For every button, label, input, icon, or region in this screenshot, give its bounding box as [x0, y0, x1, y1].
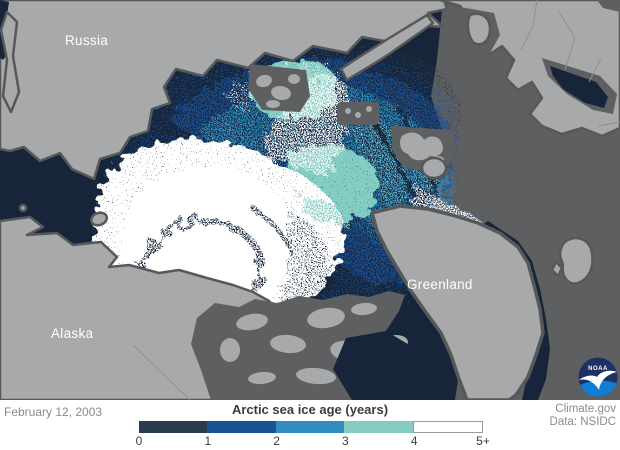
wrangel-island [89, 211, 109, 227]
legend-segment-4-5plus [412, 421, 484, 433]
credit-data: Data: NSIDC [549, 415, 616, 428]
credits: Climate.gov Data: NSIDC [550, 403, 616, 428]
alaska-canada-border [132, 344, 191, 400]
legend-tick-4: 4 [410, 434, 418, 448]
baltic-ice-water [550, 66, 608, 108]
noaa-logo-text: NOAA [588, 366, 608, 372]
legend-title: Arctic sea ice age (years) [231, 402, 389, 417]
legend-tick-0: 0 [135, 434, 143, 448]
ice-open-water-bite [270, 210, 332, 319]
country-borders [520, 0, 620, 127]
baffin-bay [333, 331, 446, 400]
credit-source: Climate.gov [555, 403, 616, 415]
legend-segment-1-2 [207, 421, 276, 433]
noaa-seagull-icon [579, 370, 617, 390]
severnaya-zemlya-islands [248, 64, 310, 112]
svalbard-islands [550, 236, 594, 285]
small-island [18, 203, 28, 213]
legend-segment-2-3 [275, 421, 345, 433]
label-alaska: Alaska [51, 326, 94, 341]
kanin-peninsula [466, 12, 492, 46]
legend-colorbar [139, 421, 484, 433]
greenland-landmass [370, 204, 545, 400]
legend-ticks: 0 1 2 3 4 5+ [135, 434, 490, 448]
legend-tick-2: 2 [273, 434, 280, 448]
ice-age-3-4-greenland-band [302, 196, 356, 226]
legend-tick-1: 1 [204, 434, 212, 448]
label-russia: Russia [65, 33, 108, 48]
label-greenland: Greenland [407, 277, 473, 292]
franz-josef-land-islands [337, 102, 456, 180]
arctic-map: Russia Alaska Greenland NOAA [0, 0, 620, 400]
legend-segment-0-1 [139, 421, 208, 433]
arctic-map-canvas: Russia Alaska Greenland NOAA [0, 0, 620, 400]
legend-tick-5+: 5+ [476, 434, 490, 448]
noaa-logo: NOAA [578, 357, 618, 397]
legend-segment-3-4 [344, 421, 413, 433]
map-date: February 12, 2003 [4, 405, 103, 419]
novaya-zemlya-island [339, 13, 435, 82]
legend-footer: February 12, 2003 Arctic sea ice age (ye… [0, 400, 620, 450]
noaa-logo-sea [578, 380, 618, 397]
scandinavia-landmass [438, 0, 620, 138]
legend-tick-3: 3 [342, 434, 349, 448]
